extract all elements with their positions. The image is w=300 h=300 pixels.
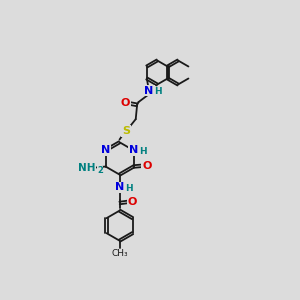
Text: S: S — [122, 126, 130, 136]
Text: N: N — [129, 145, 138, 155]
Text: H: H — [124, 184, 132, 193]
Text: N: N — [115, 182, 124, 192]
Text: H: H — [139, 147, 146, 156]
Text: N: N — [101, 145, 110, 155]
Text: O: O — [128, 196, 137, 207]
Text: N: N — [145, 85, 154, 95]
Text: H: H — [154, 87, 162, 96]
Text: CH₃: CH₃ — [111, 249, 128, 258]
Text: 2: 2 — [97, 166, 103, 175]
Text: O: O — [120, 98, 130, 108]
Text: NH: NH — [78, 163, 95, 173]
Text: O: O — [142, 160, 152, 171]
